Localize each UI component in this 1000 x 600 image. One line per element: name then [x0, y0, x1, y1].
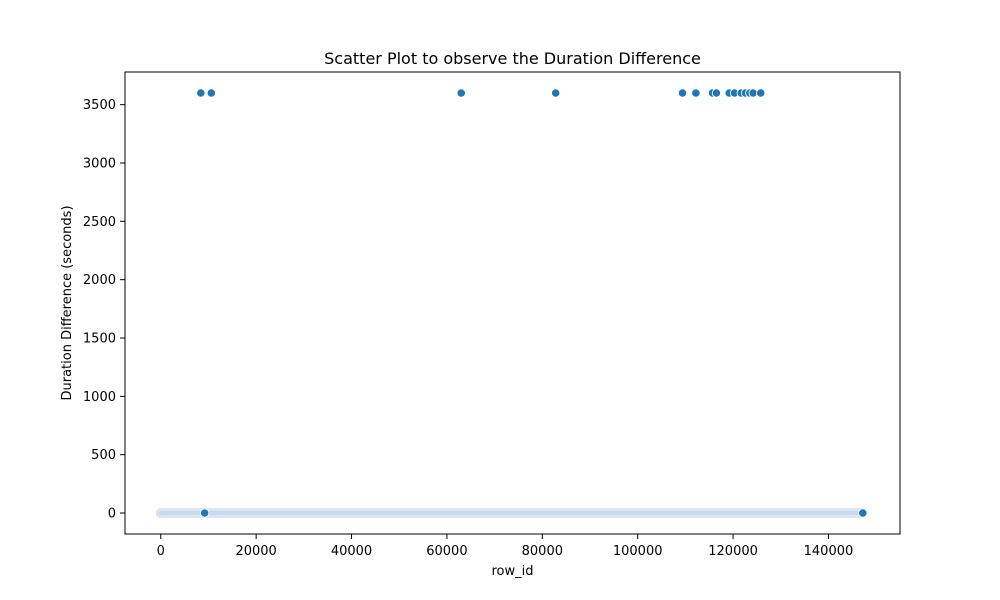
x-axis-ticks: 0 20000 40000 60000 80000 100000 120000 140000: [157, 534, 854, 559]
data-point: [456, 88, 466, 98]
data-point: [677, 88, 688, 98]
data-point: [756, 88, 766, 98]
y-tick-label: 0: [108, 507, 116, 522]
data-point: [858, 508, 868, 518]
y-axis-title: Duration Difference (seconds): [60, 205, 75, 400]
data-point: [691, 88, 701, 98]
points-layer: [196, 88, 868, 518]
x-tick-label: 140000: [804, 544, 854, 559]
y-tick-label: 1500: [83, 332, 116, 347]
x-tick-label: 40000: [331, 544, 372, 559]
y-tick-label: 1000: [83, 390, 116, 405]
x-tick-label: 0: [157, 544, 165, 559]
x-tick-label: 100000: [613, 544, 663, 559]
y-tick-label: 3000: [83, 157, 116, 172]
data-point: [196, 88, 206, 98]
y-tick-label: 2000: [83, 273, 116, 288]
y-tick-label: 2500: [83, 215, 116, 230]
plot-area-frame: [124, 71, 901, 535]
data-point: [206, 88, 216, 98]
y-tick-label: 500: [91, 448, 116, 463]
data-point: [551, 88, 561, 98]
x-axis-title: row_id: [491, 564, 533, 579]
x-tick-label: 80000: [522, 544, 563, 559]
x-tick-label: 60000: [426, 544, 467, 559]
data-point: [711, 88, 721, 98]
data-point: [748, 88, 758, 98]
data-point: [200, 508, 210, 518]
y-axis-ticks: 0 500 1000 1500 2000 2500 3000 3500: [83, 98, 125, 522]
x-tick-label: 20000: [235, 544, 276, 559]
x-tick-label: 120000: [708, 544, 758, 559]
chart-title: Scatter Plot to observe the Duration Dif…: [324, 49, 701, 68]
y-tick-label: 3500: [83, 98, 116, 113]
